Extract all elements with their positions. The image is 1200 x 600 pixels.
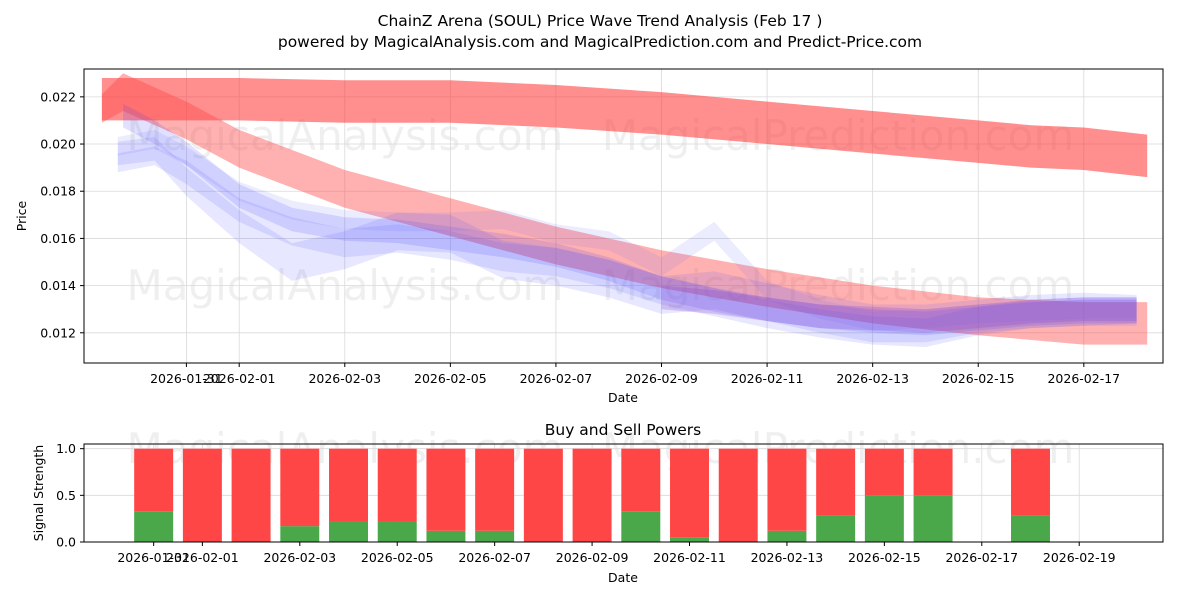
top-plot-frame [83, 68, 1164, 364]
band-red-upper [101, 78, 1148, 178]
x-tick-label: 2026-02-03 [263, 550, 336, 565]
band-blue-wave-1 [117, 137, 1137, 343]
buy-bar [426, 530, 466, 542]
top-gridlines [84, 69, 1163, 363]
buy-bar [913, 495, 953, 542]
sell-bar [134, 448, 174, 512]
y-tick-label: 0.5 [56, 488, 76, 503]
sell-bar [572, 448, 612, 542]
top-x-axis-label: Date [608, 390, 638, 405]
buy-bar [329, 521, 368, 542]
sell-bar [182, 448, 222, 542]
x-tick-label: 2026-02-11 [653, 550, 726, 565]
bottom-bars [134, 448, 1050, 542]
chart-title: ChainZ Arena (SOUL) Price Wave Trend Ana… [378, 12, 823, 30]
sell-bar [913, 448, 953, 496]
y-tick-label: 0.014 [40, 278, 76, 293]
x-tick-label: 2026-02-13 [836, 371, 909, 386]
sell-bar [377, 448, 417, 522]
x-tick-label: 2026-01-31 [150, 371, 223, 386]
x-tick-label: 2026-02-05 [414, 371, 487, 386]
sell-bar [621, 448, 661, 512]
top-y-ticks: 0.012 0.014 0.016 0.018 0.020 0.022 [40, 89, 84, 340]
buy-bar [816, 515, 856, 542]
sell-bar [670, 448, 709, 538]
sell-bar [280, 448, 320, 527]
top-wave-bands [101, 73, 1148, 347]
buy-bar [621, 511, 661, 542]
bottom-plot-frame [83, 443, 1164, 543]
y-tick-label: 0.018 [40, 184, 76, 199]
chart-subtitle: powered by MagicalAnalysis.com and Magic… [278, 33, 922, 51]
sell-bar [475, 448, 515, 531]
sell-bar [523, 448, 563, 542]
y-tick-label: 0.020 [40, 137, 76, 152]
sell-bar [1011, 448, 1050, 516]
sell-bar [329, 448, 368, 522]
band-purple-wave [661, 285, 1137, 333]
x-tick-label: 2026-02-05 [361, 550, 434, 565]
buy-bar [864, 495, 904, 542]
buy-bar [377, 521, 417, 542]
y-tick-label: 0.012 [40, 325, 76, 340]
buy-bar [1011, 515, 1050, 542]
x-tick-label: 2026-02-11 [731, 371, 804, 386]
x-tick-label: 2026-02-17 [945, 550, 1018, 565]
x-tick-label: 2026-02-09 [556, 550, 629, 565]
x-tick-label: 2026-02-09 [625, 371, 698, 386]
sell-bar [864, 448, 904, 496]
buy-bar [767, 530, 807, 542]
bottom-chart-title: Buy and Sell Powers [545, 421, 702, 439]
x-tick-label: 2026-02-03 [308, 371, 381, 386]
sell-bar [718, 448, 758, 542]
y-tick-label: 0.0 [56, 535, 76, 550]
bottom-x-axis-label: Date [608, 570, 638, 585]
x-tick-label: 2026-02-01 [203, 371, 276, 386]
x-tick-label: 2026-01-31 [117, 550, 190, 565]
buy-bar [280, 526, 320, 542]
top-y-axis-label: Price [14, 200, 29, 231]
x-tick-label: 2026-02-17 [1047, 371, 1120, 386]
x-tick-label: 2026-02-19 [1043, 550, 1116, 565]
y-tick-label: 0.016 [40, 231, 76, 246]
sell-bar [231, 448, 271, 542]
buy-bar [670, 537, 709, 542]
band-blue-wave-4 [117, 129, 1137, 331]
sell-bar [816, 448, 856, 516]
bottom-y-ticks: 0.0 0.5 1.0 [56, 441, 84, 550]
x-tick-label: 2026-02-15 [848, 550, 921, 565]
buy-bar [134, 511, 174, 542]
x-tick-label: 2026-02-07 [520, 371, 593, 386]
band-red-lower [101, 73, 1148, 345]
y-tick-label: 0.022 [40, 89, 76, 104]
sell-bar [767, 448, 807, 531]
band-blue-wave-2 [117, 146, 1137, 347]
sell-bar [426, 448, 466, 531]
x-tick-label: 2026-02-13 [751, 550, 824, 565]
x-tick-label: 2026-02-15 [942, 371, 1015, 386]
buy-bar [475, 530, 515, 542]
y-tick-label: 1.0 [56, 441, 76, 456]
band-blue-wave-3 [123, 103, 1137, 336]
x-tick-label: 2026-02-07 [458, 550, 531, 565]
bottom-y-axis-label: Signal Strength [31, 445, 46, 541]
x-tick-label: 2026-02-01 [166, 550, 239, 565]
